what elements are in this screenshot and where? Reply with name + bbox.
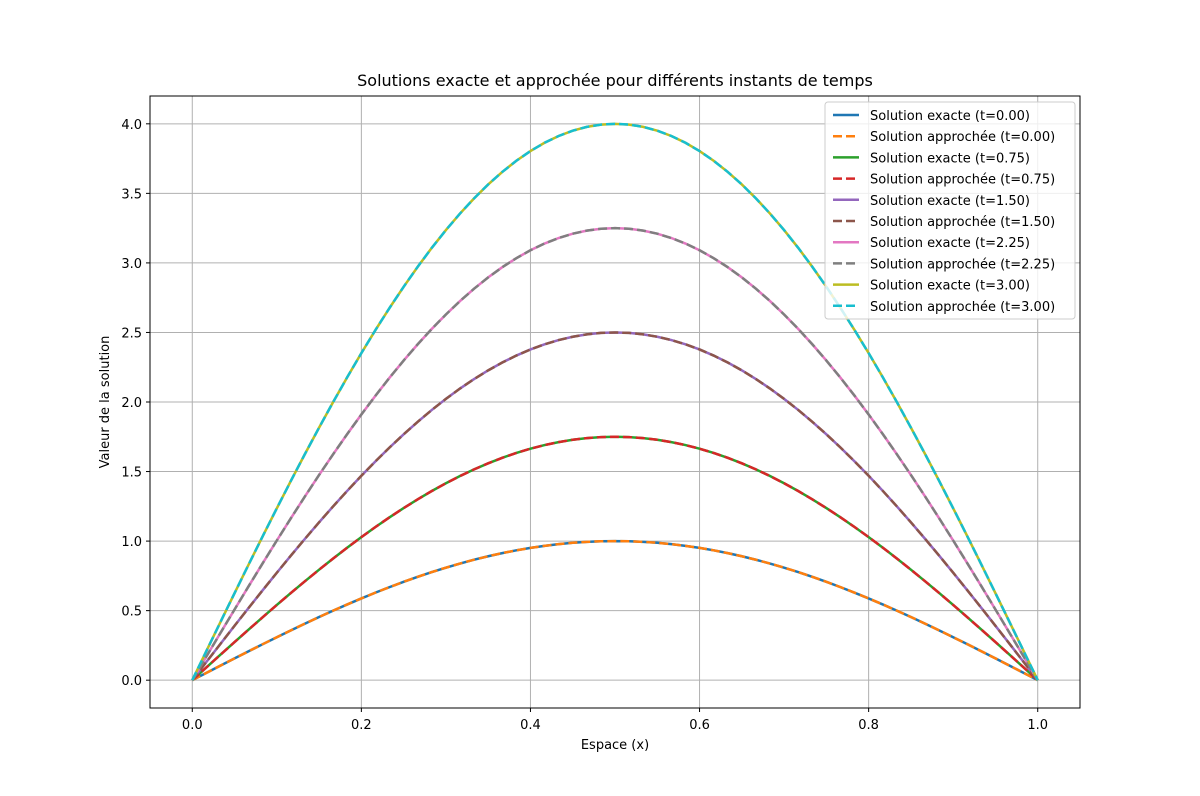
legend-label-1: Solution approchée (t=0.00) [870, 130, 1055, 145]
x-tick-label: 0.0 [182, 718, 203, 733]
y-axis-label: Valeur de la solution [98, 336, 113, 469]
x-tick-label: 0.2 [351, 718, 372, 733]
legend-box [824, 101, 1076, 320]
x-tick-label: 0.4 [520, 718, 541, 733]
series-line-7 [191, 226, 1039, 681]
series-layer [191, 122, 1039, 682]
y-tick-label: 1.0 [121, 535, 142, 550]
legend: Solution exacte (t=0.00) Solution approch… [824, 101, 1076, 320]
series-line-9 [191, 122, 1039, 681]
y-tick-label: 0.5 [121, 605, 142, 620]
chart-title: Solutions exacte et approchée pour diffé… [357, 71, 873, 90]
y-tick-label: 4.0 [121, 118, 142, 133]
series-line-1 [191, 539, 1039, 682]
y-tick-label: 2.5 [121, 326, 142, 341]
legend-label-3: Solution approchée (t=0.75) [870, 173, 1055, 188]
legend-label-6: Solution exacte (t=2.25) [870, 236, 1030, 251]
x-tick-label: 0.6 [689, 718, 710, 733]
y-tick-label: 1.5 [121, 466, 142, 481]
legend-label-2: Solution exacte (t=0.75) [870, 151, 1030, 166]
legend-label-4: Solution exacte (t=1.50) [870, 194, 1030, 209]
x-tick-label: 1.0 [1027, 718, 1048, 733]
legend-label-7: Solution approchée (t=2.25) [870, 257, 1055, 272]
legend-label-0: Solution exacte (t=0.00) [870, 109, 1030, 124]
y-tick-label: 3.5 [121, 187, 142, 202]
legend-label-5: Solution approchée (t=1.50) [870, 215, 1055, 230]
series-line-5 [191, 331, 1039, 681]
x-tick-label: 0.8 [858, 718, 879, 733]
legend-label-9: Solution approchée (t=3.00) [870, 300, 1055, 315]
legend-label-8: Solution exacte (t=3.00) [870, 279, 1030, 294]
y-tick-label: 0.0 [121, 674, 142, 689]
y-tick-label: 2.0 [121, 396, 142, 411]
y-axis-ticks: 0.0 0.5 1.0 1.5 2.0 2.5 3.0 3.5 4.0 [121, 118, 150, 689]
x-axis-label: Espace (x) [581, 738, 649, 753]
series-line-3 [191, 435, 1039, 682]
y-tick-label: 3.0 [121, 257, 142, 272]
x-axis-ticks: 0.0 0.2 0.4 0.6 0.8 1.0 [182, 708, 1048, 733]
